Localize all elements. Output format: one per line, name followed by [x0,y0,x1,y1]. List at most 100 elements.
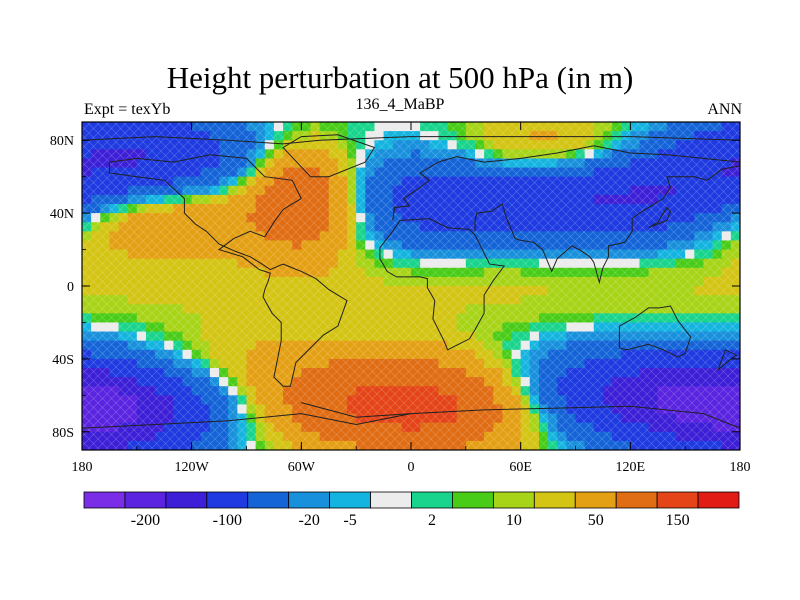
field-cell [82,131,92,141]
field-cell [484,422,494,433]
field-cell [109,368,120,378]
field-cell [374,231,385,242]
field-cell [730,240,740,251]
field-cell [264,295,275,305]
field-cell [465,149,476,160]
field-cell [182,222,193,232]
field-cell [438,140,449,150]
hatch-line [82,122,290,330]
field-cell [401,368,412,378]
field-cell [319,304,330,314]
field-cell [91,413,101,424]
colorbar-label: 10 [506,512,522,529]
field-cell [301,395,312,406]
field-cell [447,122,458,132]
field-cell [676,185,686,196]
field-cell [721,377,732,387]
field-cell [228,386,238,396]
field-cell [703,440,714,450]
field-cell [593,231,604,242]
field-cell [356,267,366,278]
field-cell [566,249,577,260]
field-cell [712,204,723,214]
field-cell [694,368,705,378]
field-cell [602,222,613,232]
field-cell [703,149,714,160]
hatch-line [527,237,740,450]
field-cell [511,358,522,369]
field-cell [676,231,686,242]
field-cell [529,231,540,242]
field-cell [529,377,540,387]
field-cell [118,349,129,360]
field-cell [109,149,120,160]
field-cell [264,322,275,333]
field-cell [283,222,293,232]
field-cell [529,149,540,160]
field-cell [145,231,156,242]
field-cell [337,431,348,442]
field-cell [420,185,430,196]
field-cell [374,276,385,287]
field-cell [273,331,284,342]
field-cell [383,422,394,433]
field-cell [694,204,705,214]
field-cell [612,322,622,333]
field-cell [209,131,220,141]
field-cell [593,222,604,232]
field-cell [465,422,476,433]
field-cell [621,140,631,150]
field-cell [136,276,147,287]
field-cell [209,167,220,178]
field-cell [502,422,513,433]
field-cell [164,213,174,223]
field-cell [273,131,284,141]
field-cell [456,167,467,178]
hatch-line [455,165,740,450]
field-cell [347,304,357,314]
field-cell [100,431,111,442]
field-cell [264,222,275,232]
field-cell [109,349,120,360]
field-cell [310,395,321,406]
field-cell [465,322,476,333]
field-cell [246,185,257,196]
field-cell [657,395,668,406]
field-cell [657,368,668,378]
field-cell [292,440,302,450]
field-cell [219,331,229,342]
field-cell [283,349,293,360]
field-cell [100,349,111,360]
hatch-line [82,122,398,438]
field-cell [465,440,476,450]
field-cell [575,295,586,305]
field-cell [301,185,312,196]
field-cell [593,167,604,178]
field-cell [566,440,577,450]
field-cell [602,377,613,387]
field-cell [310,349,321,360]
field-cell [337,185,348,196]
field-cell [356,149,366,160]
field-cell [630,240,641,251]
field-cell [456,222,467,232]
field-cell [612,122,622,132]
field-cell [182,122,193,132]
field-cell [548,231,558,242]
hatch-line [635,345,740,450]
field-cell [100,222,111,232]
field-cell [292,131,302,141]
field-cell [145,431,156,442]
field-cell [685,377,695,387]
field-cell [602,340,613,351]
field-cell [392,349,403,360]
field-cell [456,349,467,360]
field-cell [657,213,668,223]
field-cell [100,131,111,141]
field-cell [127,158,138,169]
field-cell [721,149,732,160]
field-cell [685,304,695,314]
field-cell [155,222,165,232]
field-cell [100,204,111,214]
field-cell [438,258,449,269]
